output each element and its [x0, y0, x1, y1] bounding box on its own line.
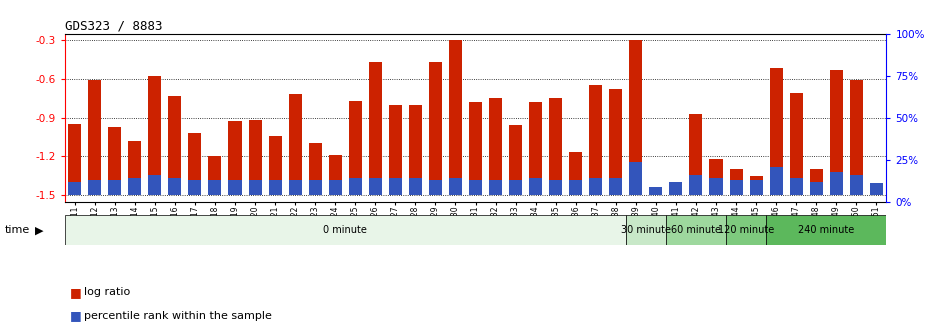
Bar [789, 178, 803, 195]
Bar [767, 215, 886, 245]
Text: 60 minute: 60 minute [671, 225, 721, 235]
Bar [449, 40, 462, 195]
Bar [309, 180, 321, 195]
Bar [570, 180, 582, 195]
Bar [709, 178, 723, 195]
Bar [549, 98, 562, 195]
Bar [469, 102, 482, 195]
Text: log ratio: log ratio [84, 287, 130, 297]
Bar [670, 182, 683, 195]
Bar [329, 180, 341, 195]
Bar [850, 175, 863, 195]
Bar [870, 185, 883, 195]
Bar [610, 89, 622, 195]
Bar [630, 40, 642, 195]
Bar [729, 169, 743, 195]
Bar [610, 178, 622, 195]
Bar [68, 182, 81, 195]
Bar [689, 114, 703, 195]
Bar [670, 193, 683, 195]
Bar [570, 153, 582, 195]
Bar [349, 101, 361, 195]
Bar [148, 175, 162, 195]
Bar [309, 143, 321, 195]
Bar [749, 176, 763, 195]
Text: 120 minute: 120 minute [718, 225, 774, 235]
Bar [168, 178, 182, 195]
Bar [509, 125, 522, 195]
Bar [590, 85, 602, 195]
Bar [469, 180, 482, 195]
Bar [549, 180, 562, 195]
Bar [666, 215, 726, 245]
Bar [489, 98, 502, 195]
Bar [268, 180, 281, 195]
Text: ■: ■ [69, 309, 81, 322]
Bar [228, 122, 242, 195]
Bar [726, 215, 767, 245]
Text: percentile rank within the sample: percentile rank within the sample [84, 311, 272, 321]
Text: GDS323 / 8883: GDS323 / 8883 [65, 19, 163, 33]
Text: 0 minute: 0 minute [323, 225, 367, 235]
Bar [389, 105, 402, 195]
Bar [268, 136, 281, 195]
Bar [128, 178, 142, 195]
Bar [108, 127, 122, 195]
Bar [88, 180, 101, 195]
Bar [829, 172, 843, 195]
Bar [809, 169, 823, 195]
Bar [829, 70, 843, 195]
Bar [188, 133, 202, 195]
Bar [449, 178, 462, 195]
Text: time: time [5, 225, 30, 235]
Bar [208, 156, 222, 195]
Bar [68, 124, 81, 195]
Bar [168, 96, 182, 195]
Bar [108, 180, 122, 195]
Text: 240 minute: 240 minute [798, 225, 854, 235]
Bar [188, 180, 202, 195]
Bar [769, 167, 783, 195]
Bar [709, 159, 723, 195]
Bar [429, 180, 442, 195]
Bar [529, 102, 542, 195]
Bar [509, 180, 522, 195]
Bar [208, 180, 222, 195]
Bar [369, 178, 381, 195]
Bar [369, 62, 381, 195]
Bar [429, 62, 442, 195]
Bar [749, 180, 763, 195]
Bar [65, 215, 626, 245]
Bar [88, 80, 101, 195]
Bar [769, 69, 783, 195]
Bar [248, 180, 262, 195]
Bar [529, 178, 542, 195]
Bar [128, 141, 142, 195]
Bar [850, 80, 863, 195]
Text: 30 minute: 30 minute [621, 225, 670, 235]
Bar [789, 93, 803, 195]
Bar [650, 187, 663, 195]
Bar [389, 178, 402, 195]
Bar [630, 162, 642, 195]
Text: ▶: ▶ [35, 225, 44, 235]
Bar [288, 180, 301, 195]
Bar [248, 120, 262, 195]
Bar [590, 178, 602, 195]
Bar [349, 178, 361, 195]
Text: ■: ■ [69, 286, 81, 299]
Bar [228, 180, 242, 195]
Bar [689, 175, 703, 195]
Bar [626, 215, 666, 245]
Bar [329, 155, 341, 195]
Bar [489, 180, 502, 195]
Bar [870, 183, 883, 195]
Bar [809, 182, 823, 195]
Bar [409, 178, 422, 195]
Bar [288, 94, 301, 195]
Bar [409, 105, 422, 195]
Bar [148, 76, 162, 195]
Bar [729, 180, 743, 195]
